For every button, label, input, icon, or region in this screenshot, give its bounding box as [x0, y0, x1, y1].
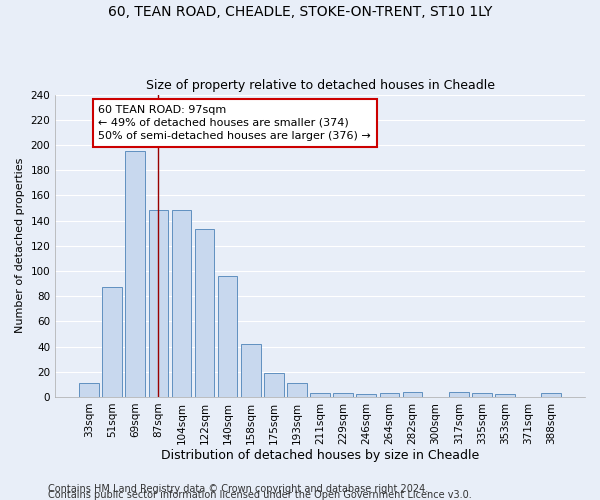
Title: Size of property relative to detached houses in Cheadle: Size of property relative to detached ho…	[146, 79, 494, 92]
Bar	[103, 288, 122, 397]
Y-axis label: Number of detached properties: Number of detached properties	[15, 158, 25, 334]
Bar	[356, 394, 376, 397]
Bar	[334, 393, 353, 397]
Bar	[310, 393, 330, 397]
X-axis label: Distribution of detached houses by size in Cheadle: Distribution of detached houses by size …	[161, 450, 479, 462]
Bar	[495, 394, 515, 397]
Bar	[172, 210, 191, 397]
Bar	[195, 230, 214, 397]
Text: Contains public sector information licensed under the Open Government Licence v3: Contains public sector information licen…	[48, 490, 472, 500]
Bar	[449, 392, 469, 397]
Bar	[79, 383, 99, 397]
Bar	[218, 276, 238, 397]
Text: Contains HM Land Registry data © Crown copyright and database right 2024.: Contains HM Land Registry data © Crown c…	[48, 484, 428, 494]
Bar	[380, 393, 399, 397]
Bar	[541, 393, 561, 397]
Bar	[472, 393, 491, 397]
Bar	[241, 344, 260, 397]
Bar	[149, 210, 168, 397]
Text: 60, TEAN ROAD, CHEADLE, STOKE-ON-TRENT, ST10 1LY: 60, TEAN ROAD, CHEADLE, STOKE-ON-TRENT, …	[108, 5, 492, 19]
Bar	[125, 152, 145, 397]
Bar	[264, 373, 284, 397]
Text: 60 TEAN ROAD: 97sqm
← 49% of detached houses are smaller (374)
50% of semi-detac: 60 TEAN ROAD: 97sqm ← 49% of detached ho…	[98, 104, 371, 141]
Bar	[403, 392, 422, 397]
Bar	[287, 383, 307, 397]
